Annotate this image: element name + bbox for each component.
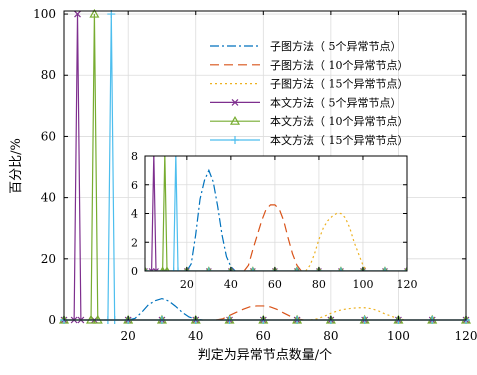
main-x-tick-label: 80	[323, 329, 338, 343]
legend-label-series-6: 本文方法（ 15个异常节点）	[270, 133, 409, 147]
main-y-tick-label: 80	[41, 68, 56, 82]
inset-x-tick-label: 60	[268, 278, 282, 291]
legend-label-series-5: 本文方法（ 10个异常节点）	[270, 114, 409, 128]
legend-marker-series-4	[231, 98, 239, 106]
main-x-tick-label: 120	[455, 329, 477, 343]
inset-series	[145, 156, 407, 271]
inset-series-5-line	[145, 156, 407, 271]
inset-series-6-marker	[337, 267, 345, 271]
inset-ticks: 20 40 60 80 100 120 0 2 4 6 8	[131, 150, 418, 291]
y-axis-title: 百分比/%	[9, 138, 24, 194]
inset-y-tick-label: 2	[131, 236, 138, 249]
legend-label-series-4: 本文方法（ 5个异常节点）	[270, 95, 402, 109]
inset-x-tick-label: 40	[224, 278, 238, 291]
inset-series-6-line	[145, 156, 407, 271]
legend-label-series-1: 子图方法（ 5个异常节点）	[270, 39, 402, 53]
inset-y-tick-label: 0	[131, 265, 138, 278]
inset-x-tick-label: 20	[180, 278, 194, 291]
inset-x-tick-label: 100	[352, 278, 373, 291]
main-series-5-marker	[89, 8, 100, 18]
legend-marker-series-6	[231, 136, 239, 144]
x-axis-title: 判定为异常节点数量/个	[198, 348, 332, 363]
main-x-tick-label: 100	[387, 329, 410, 343]
main-x-tick-label: 40	[188, 329, 203, 343]
inset-series-6-marker	[381, 267, 389, 271]
inset-series-6-marker	[205, 267, 213, 271]
inset-x-tick-label: 80	[312, 278, 326, 291]
inset-series-6-marker	[170, 267, 178, 271]
inset-axes: 20 40 60 80 100 120 0 2 4 6 8	[131, 150, 418, 291]
main-series-4-marker	[74, 10, 81, 18]
inset-y-tick-label: 6	[131, 179, 138, 192]
main-y-tick-label: 60	[41, 129, 56, 143]
legend-label-series-2: 子图方法（ 10个异常节点）	[270, 58, 409, 72]
main-x-tick-label: 60	[256, 329, 271, 343]
main-series-3-line	[310, 307, 406, 321]
main-series-1-line	[128, 297, 203, 321]
inset-series-6-marker	[293, 267, 301, 271]
main-y-tick-label: 0	[48, 313, 56, 327]
main-plot-frame	[63, 10, 467, 321]
inset-series-1-line	[186, 168, 236, 271]
inset-y-tick-label: 8	[131, 150, 138, 163]
main-y-tick-label: 100	[33, 7, 56, 21]
inset-series-4-line	[145, 156, 407, 271]
main-series-2-line	[215, 305, 304, 321]
inset-series-3-line	[305, 212, 368, 271]
inset-series-2-line	[243, 204, 302, 271]
inset-series-4-marker	[153, 268, 159, 271]
legend-label-series-3: 子图方法（ 15个异常节点）	[270, 77, 409, 91]
main-y-tick-label: 40	[41, 191, 56, 205]
inset-series-4-marker	[148, 268, 155, 271]
main-x-tick-label: 20	[121, 329, 136, 343]
inset-series-6-marker	[174, 267, 182, 271]
inset-y-tick-label: 4	[131, 208, 138, 221]
main-y-tick-label: 20	[41, 252, 56, 266]
legend-marker-series-5	[229, 115, 241, 125]
inset-x-tick-label: 120	[397, 278, 418, 291]
inset-series-6-marker	[249, 267, 257, 271]
legend: 子图方法（ 5个异常节点） 子图方法（ 10个异常节点） 子图方法（ 15个异常节点…	[210, 39, 409, 147]
